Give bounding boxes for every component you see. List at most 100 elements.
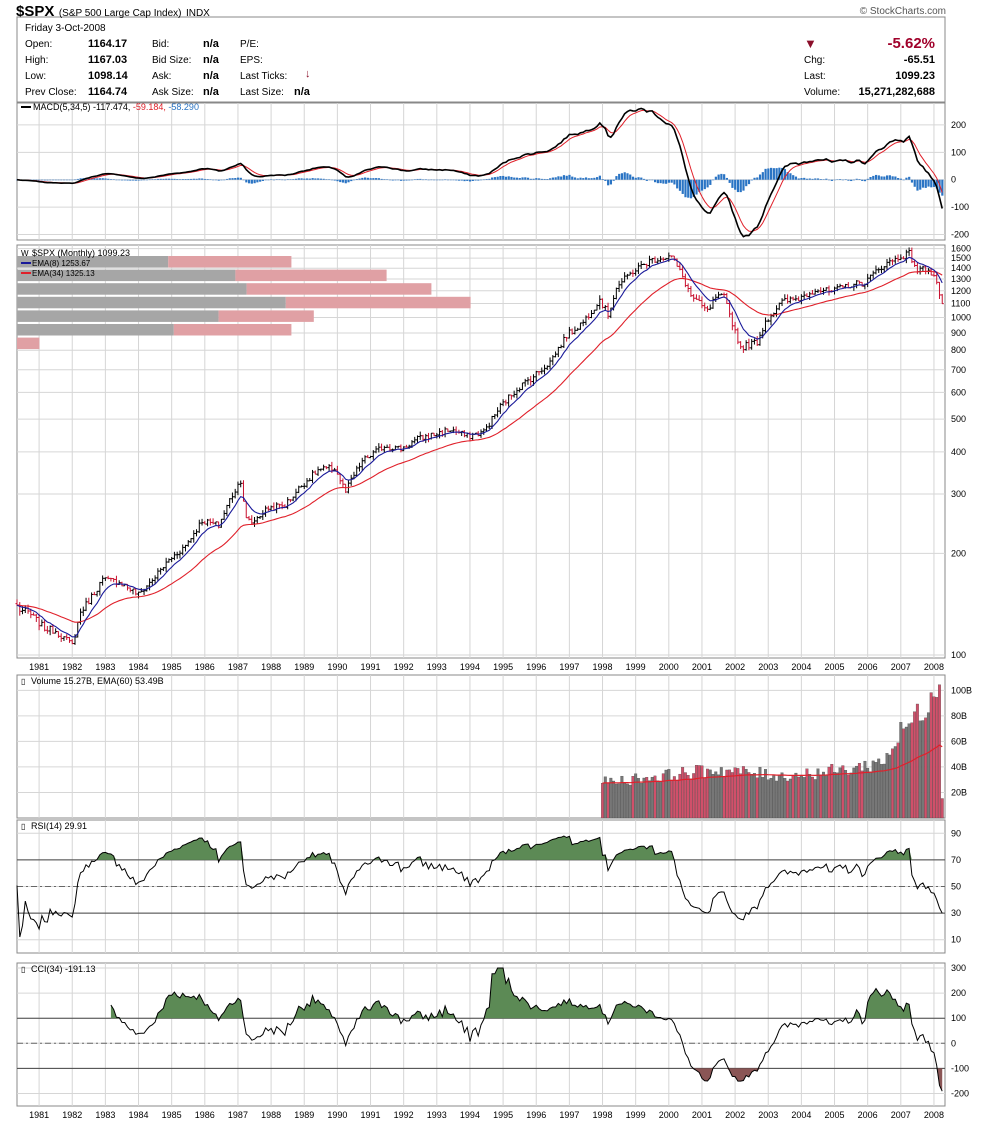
volume-bar [717, 774, 720, 819]
symbol-name: (S&P 500 Large Cap Index) [58, 8, 182, 19]
high-label: High: [25, 55, 49, 66]
macd-histogram-bar [283, 179, 287, 181]
volume-bar [706, 768, 709, 819]
rsi-panel-label: RSI(14) 29.91 [31, 821, 87, 831]
macd-histogram-bar [317, 178, 320, 180]
macd-histogram-bar [667, 179, 671, 183]
bottom-x-axis-year-label: 1993 [427, 1110, 447, 1120]
macd-histogram-bar [225, 178, 229, 180]
volume-bar [830, 764, 834, 819]
macd-histogram-bar [430, 179, 433, 181]
volume-bar [891, 748, 894, 819]
eps-label: EPS: [240, 55, 263, 66]
macd-histogram-bar [123, 179, 126, 181]
macd-histogram-bar [863, 179, 867, 182]
macd-histogram-bar [640, 177, 643, 180]
macd-histogram-bar [604, 179, 607, 181]
macd-histogram-bar [919, 179, 922, 190]
macd-histogram-bar [770, 167, 773, 180]
volume-bar [808, 774, 812, 819]
macd-histogram-bar [637, 177, 640, 180]
volume-bar [868, 771, 872, 819]
macd-histogram-bar [532, 178, 535, 180]
macd-histogram-bar [294, 178, 298, 180]
volume-bar [918, 720, 922, 819]
macd-histogram-bar [40, 179, 44, 181]
macd-histogram-bar [361, 177, 364, 180]
macd-histogram-bar [496, 176, 499, 180]
macd-histogram-bar [609, 179, 613, 185]
macd-histogram-bar [676, 179, 679, 189]
price-tick-label: 500 [951, 414, 966, 424]
macd-histogram-bar [491, 177, 494, 180]
macd-histogram-bar [720, 173, 723, 180]
watermark[interactable]: © StockCharts.com [860, 6, 946, 17]
macd-histogram-bar [383, 179, 386, 180]
price-tick-label: 1500 [951, 253, 971, 263]
macd-histogram-bar [651, 179, 654, 181]
macd-histogram-bar [725, 177, 729, 180]
macd-histogram-bar [792, 175, 795, 180]
macd-histogram-bar [455, 179, 458, 181]
last-size-label: Last Size: [240, 87, 284, 98]
volume-bar [888, 754, 892, 819]
volume-tick-label: 80B [951, 711, 967, 721]
macd-histogram-bar [568, 174, 571, 180]
macd-histogram-bar [272, 179, 276, 181]
macd-histogram-bar [546, 179, 549, 180]
price-tick-label: 300 [951, 489, 966, 499]
macd-histogram-bar [112, 179, 115, 180]
x-axis-year-label: 1992 [394, 662, 414, 672]
price-tick-label: 1400 [951, 263, 971, 273]
bottom-x-axis-year-label: 1996 [526, 1110, 546, 1120]
macd-histogram-bar [841, 179, 845, 181]
volume-bar [913, 711, 917, 819]
macd-histogram-bar [695, 179, 698, 195]
open-label: Open: [25, 39, 53, 50]
cci-line [110, 967, 943, 1092]
volume-bar [819, 774, 823, 819]
volume-bar [857, 763, 861, 819]
macd-histogram-bar [678, 179, 682, 191]
macd-histogram-bar [104, 178, 107, 180]
last-label: Last: [804, 71, 826, 82]
volume-bar [880, 764, 883, 819]
bottom-x-axis-year-label: 1995 [493, 1110, 513, 1120]
volume-bar [708, 769, 712, 819]
macd-histogram-bar [816, 178, 820, 180]
macd-tick-label: 200 [951, 120, 966, 130]
volume-bar [719, 767, 723, 819]
macd-tick-label: -100 [951, 202, 969, 212]
volume-bar [924, 717, 928, 819]
macd-histogram-bar [866, 178, 869, 180]
macd-histogram-bar [734, 179, 737, 190]
macd-histogram-bar [250, 179, 253, 184]
volume-bar [642, 777, 646, 819]
volume-bar [650, 776, 654, 819]
macd-histogram-bar [190, 178, 193, 180]
bottom-x-axis-year-label: 2003 [758, 1110, 778, 1120]
macd-histogram-bar [905, 177, 908, 180]
volume-bar [835, 772, 839, 819]
macd-histogram-bar [311, 178, 314, 180]
last-value: 1099.23 [895, 70, 935, 82]
macd-histogram-bar [292, 179, 295, 180]
volume-bar [741, 766, 745, 819]
price-tick-label: 900 [951, 328, 966, 338]
volume-bar [852, 767, 856, 819]
macd-histogram-bar [670, 179, 673, 183]
bottom-x-axis-year-label: 1989 [294, 1110, 314, 1120]
macd-histogram-bar [314, 178, 317, 180]
volume-bar [692, 773, 696, 819]
macd-histogram-bar [364, 177, 367, 180]
macd-histogram-bar [248, 179, 251, 184]
macd-histogram-bar [739, 179, 742, 193]
macd-histogram-bar [852, 179, 856, 181]
macd-histogram-bar [480, 179, 483, 181]
volume-by-price-gray-bar [17, 296, 286, 309]
price-tick-label: 100 [951, 650, 966, 660]
macd-histogram-bar [388, 179, 392, 181]
macd-histogram-bar [195, 178, 198, 180]
volume-bar [893, 746, 897, 819]
macd-histogram-bar [306, 178, 309, 180]
